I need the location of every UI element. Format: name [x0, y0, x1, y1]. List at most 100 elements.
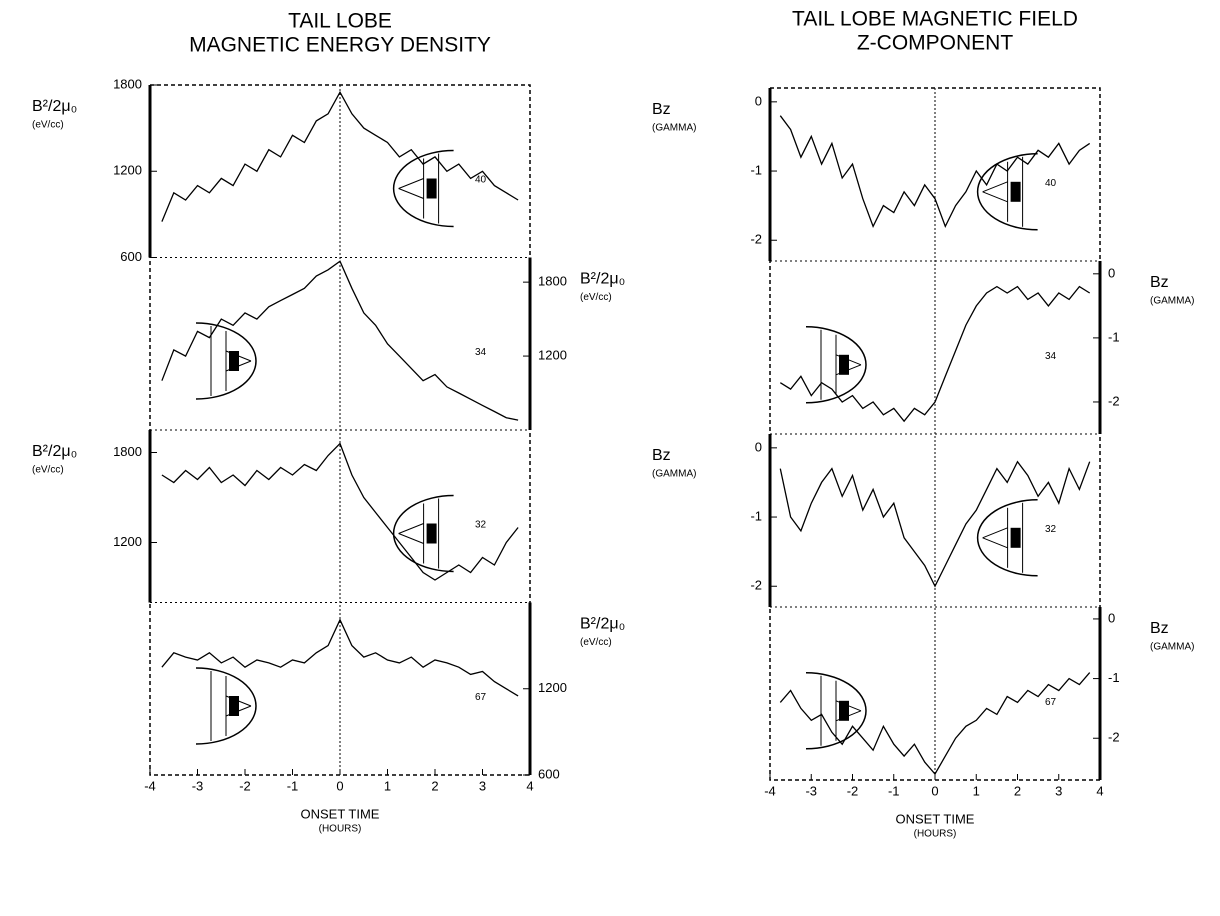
sector-icon	[976, 153, 1038, 231]
sector-icon	[229, 696, 239, 716]
panel-label: 67	[1045, 697, 1057, 708]
y-tick-label: -2	[1108, 393, 1120, 408]
x-tick-label: -4	[764, 783, 776, 798]
y-tick-label: 0	[755, 439, 762, 454]
panel-label: 32	[475, 520, 487, 531]
y-axis-label: Bz	[1150, 620, 1169, 637]
x-tick-label: 4	[1096, 783, 1103, 798]
panel-label: 40	[475, 175, 487, 186]
y-axis-unit: (eV/cc)	[32, 120, 64, 131]
x-tick-label: -1	[287, 778, 299, 793]
y-axis-label: B²/2μ₀	[32, 443, 77, 460]
x-tick-label: -2	[847, 783, 859, 798]
x-tick-label: 0	[336, 778, 343, 793]
sector-icon	[195, 667, 257, 745]
x-tick-label: -3	[805, 783, 817, 798]
y-tick-label: 0	[1108, 265, 1115, 280]
sector-icon	[976, 499, 1038, 577]
panel-label: 67	[475, 692, 487, 703]
x-tick-label: -3	[192, 778, 204, 793]
y-tick-label: 0	[755, 93, 762, 108]
y-tick-label: 0	[1108, 610, 1115, 625]
y-axis-unit: (eV/cc)	[580, 637, 612, 648]
x-axis-label: ONSET TIME	[896, 811, 975, 826]
x-tick-label: -2	[239, 778, 251, 793]
sector-icon	[398, 178, 424, 199]
sector-icon	[839, 700, 849, 721]
x-axis-label: ONSET TIME	[301, 806, 380, 821]
sector-icon	[398, 523, 424, 544]
y-axis-unit: (GAMMA)	[652, 469, 696, 480]
sector-icon	[1010, 527, 1021, 548]
y-tick-label: 600	[538, 766, 560, 781]
chart-title: TAIL LOBE	[288, 10, 392, 33]
panel-label: 32	[1045, 524, 1057, 535]
x-tick-label: 1	[384, 778, 391, 793]
y-tick-label: 1800	[113, 76, 142, 91]
y-tick-label: 1200	[113, 534, 142, 549]
sector-icon	[195, 322, 257, 400]
data-line	[161, 260, 519, 421]
sector-icon	[805, 326, 867, 404]
y-tick-label: 1200	[113, 163, 142, 178]
y-tick-label: -1	[750, 508, 762, 523]
sector-icon	[982, 527, 1008, 549]
sector-icon	[426, 523, 437, 544]
y-axis-unit: (GAMMA)	[1150, 296, 1194, 307]
chart-title: MAGNETIC ENERGY DENSITY	[189, 34, 491, 57]
x-tick-label: 4	[526, 778, 533, 793]
panel-label: 34	[1045, 351, 1057, 362]
y-axis-unit: (GAMMA)	[1150, 642, 1194, 653]
sector-icon	[982, 181, 1008, 203]
data-line	[779, 285, 1091, 423]
y-tick-label: 1800	[113, 444, 142, 459]
x-axis-unit: (HOURS)	[319, 824, 362, 835]
y-tick-label: 600	[120, 249, 142, 264]
y-axis-label: Bz	[652, 447, 671, 464]
y-axis-unit: (eV/cc)	[32, 465, 64, 476]
x-tick-label: 2	[431, 778, 438, 793]
y-tick-label: 1200	[538, 680, 567, 695]
y-tick-label: 1800	[538, 274, 567, 289]
y-axis-label: Bz	[652, 101, 671, 118]
data-line	[779, 672, 1091, 776]
y-axis-label: B²/2μ₀	[32, 98, 77, 115]
y-tick-label: -2	[1108, 730, 1120, 745]
x-tick-label: 1	[973, 783, 980, 798]
sector-icon	[229, 351, 239, 371]
x-tick-label: 2	[1014, 783, 1021, 798]
y-tick-label: -2	[750, 578, 762, 593]
sector-icon	[392, 494, 454, 573]
x-tick-label: 0	[931, 783, 938, 798]
y-tick-label: -1	[750, 162, 762, 177]
chart-title: TAIL LOBE MAGNETIC FIELD	[792, 8, 1078, 31]
y-tick-label: -2	[750, 232, 762, 247]
x-tick-label: 3	[1055, 783, 1062, 798]
y-axis-unit: (eV/cc)	[580, 292, 612, 303]
y-tick-label: -1	[1108, 329, 1120, 344]
data-line	[161, 442, 519, 581]
data-line	[161, 90, 519, 222]
y-axis-label: Bz	[1150, 274, 1169, 291]
data-line	[779, 115, 1091, 229]
data-line	[161, 618, 519, 697]
x-tick-label: -4	[144, 778, 156, 793]
chart-title: Z-COMPONENT	[857, 32, 1013, 55]
y-axis-label: B²/2μ₀	[580, 271, 625, 288]
sector-icon	[1010, 181, 1021, 202]
y-tick-label: 1200	[538, 348, 567, 363]
y-tick-label: -1	[1108, 670, 1120, 685]
panel-label: 34	[475, 347, 487, 358]
y-axis-label: B²/2μ₀	[580, 616, 625, 633]
x-tick-label: 3	[479, 778, 486, 793]
panel-label: 40	[1045, 178, 1057, 189]
x-tick-label: -1	[888, 783, 900, 798]
sector-icon	[426, 178, 437, 199]
sector-icon	[805, 672, 867, 750]
sector-icon	[839, 354, 849, 375]
y-axis-unit: (GAMMA)	[652, 123, 696, 134]
sector-icon	[392, 149, 454, 228]
data-line	[779, 460, 1091, 588]
x-axis-unit: (HOURS)	[914, 829, 957, 840]
